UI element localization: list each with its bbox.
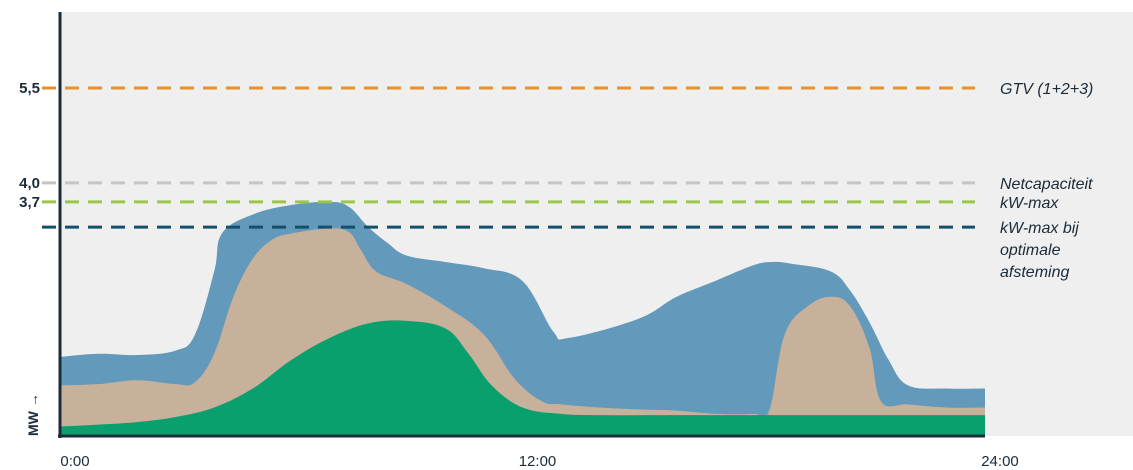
y-tick-label-3: 3,7 [19,194,40,211]
area-series-1 [60,320,985,436]
x-tick-label-2: 12:00 [519,453,557,470]
x-tick-label-1: 0:00 [60,453,89,470]
reference-label-3: kW-max [1000,195,1059,212]
reference-lines: GTV (1+2+3) Netcapaciteit kW-max kW-max bij… [42,81,1093,281]
y-tick-label-2: 4,0 [19,175,40,192]
series-layer [60,201,985,436]
ticks: 5,5 4,0 3,7 0:00 12:00 24:00 [19,80,1019,470]
reference-label-1: GTV (1+2+3) [1000,81,1093,98]
y-axis-label: MW → [25,393,41,436]
x-tick-label-3: 24:00 [981,453,1019,470]
reference-label-2: Netcapaciteit [1000,176,1093,193]
y-tick-label-1: 5,5 [19,80,40,97]
reference-label-4: kW-max bij optimale afsteming [1000,220,1079,281]
